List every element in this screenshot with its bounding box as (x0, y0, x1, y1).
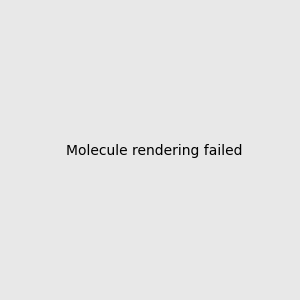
Text: Molecule rendering failed: Molecule rendering failed (65, 145, 242, 158)
